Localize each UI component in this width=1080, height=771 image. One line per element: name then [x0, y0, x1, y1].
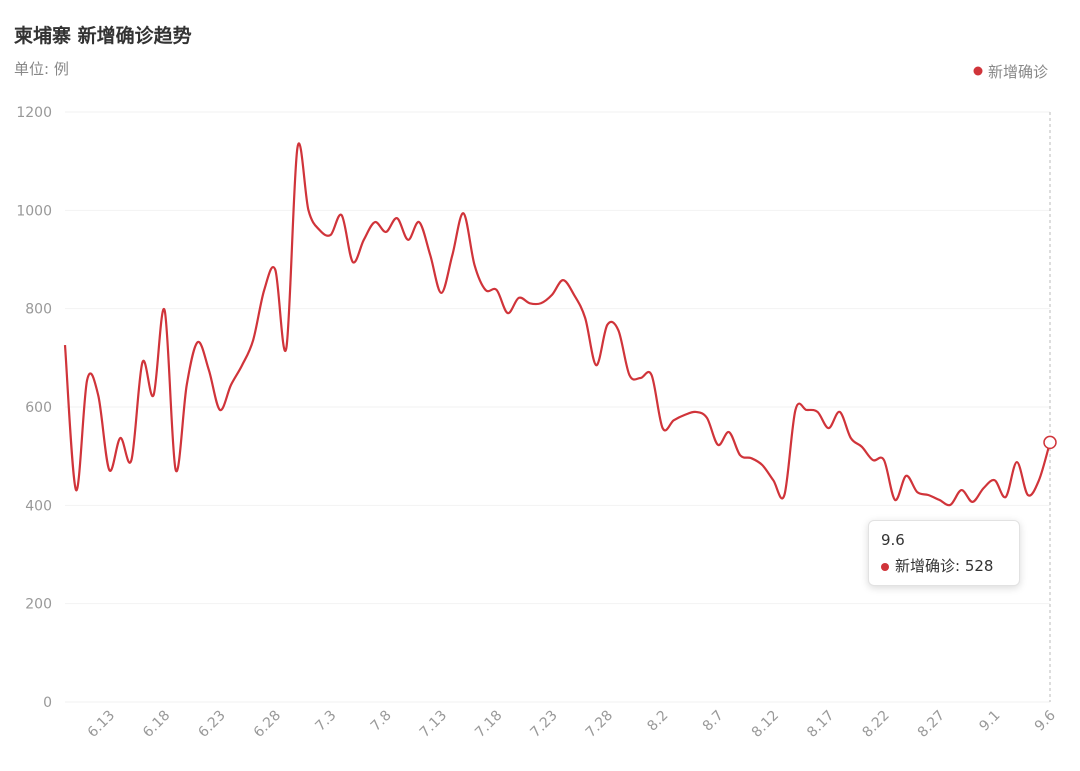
- y-tick-label: 1200: [16, 105, 52, 121]
- tooltip-dot: [881, 562, 889, 571]
- x-tick-label: 7.28: [583, 708, 616, 741]
- legend-marker: [973, 66, 983, 76]
- x-tick-label: 7.18: [472, 708, 505, 741]
- x-tick-label: 8.12: [749, 708, 782, 741]
- x-tick-label: 7.8: [368, 708, 395, 735]
- y-tick-label: 200: [25, 597, 52, 613]
- y-tick-label: 1000: [16, 203, 52, 219]
- y-tick-label: 0: [43, 695, 52, 711]
- hover-point: [1043, 435, 1057, 450]
- y-tick-label: 800: [25, 302, 52, 318]
- x-tick-label: 8.22: [859, 708, 892, 741]
- x-tick-label: 7.3: [312, 708, 339, 735]
- chart-subtitle: 单位: 例: [14, 60, 69, 78]
- x-tick-label: 6.28: [251, 708, 284, 741]
- x-tick-label: 9.1: [976, 708, 1003, 735]
- tooltip-row: 新增确诊528: [881, 555, 1007, 576]
- tooltip-title: 9.6: [881, 531, 905, 549]
- x-tick-label: 6.13: [85, 708, 118, 741]
- y-tick-label: 400: [25, 498, 52, 514]
- x-tick-label: 7.23: [527, 708, 560, 741]
- x-tick-label: 7.13: [417, 708, 450, 741]
- series-line: [63, 142, 1052, 507]
- x-tick-label: 6.23: [195, 708, 228, 741]
- chart-title: 柬埔寨 新增确诊趋势: [14, 24, 192, 47]
- tooltip-series: 新增确诊: [895, 557, 956, 575]
- x-tick-label: 8.2: [644, 708, 671, 735]
- x-tick-label: 8.27: [915, 708, 948, 741]
- y-tick-label: 600: [25, 400, 52, 416]
- x-tick-label: 9.6: [1032, 707, 1059, 734]
- legend-label: 新增确诊: [988, 63, 1048, 81]
- tooltip-value: 528: [955, 557, 993, 575]
- x-tick-label: 8.17: [804, 708, 837, 741]
- x-tick-label: 6.18: [140, 708, 173, 741]
- tooltip: 9.6 新增确诊528: [868, 520, 1020, 586]
- x-tick-label: 8.7: [700, 708, 727, 735]
